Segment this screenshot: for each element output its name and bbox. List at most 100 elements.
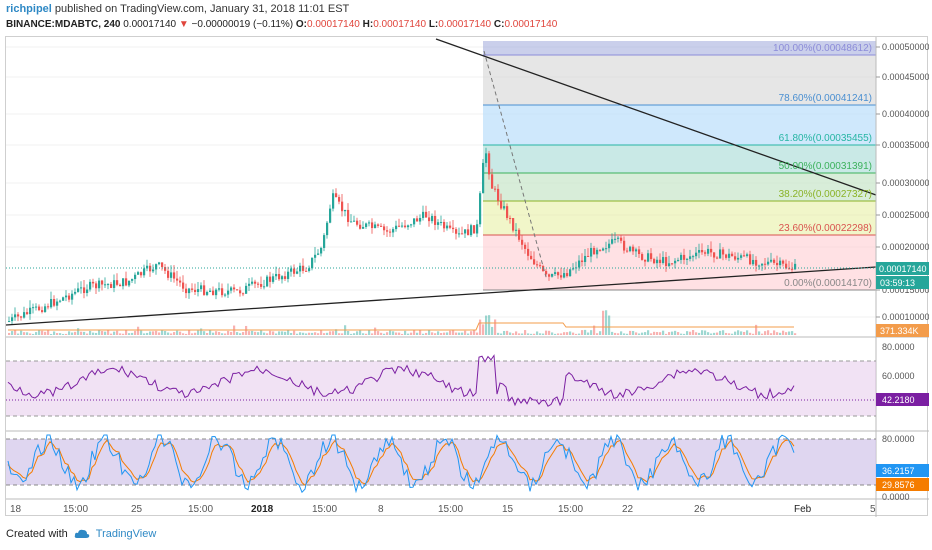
- volume-bar: [200, 328, 202, 335]
- volume-bar: [230, 332, 232, 335]
- support-trendline[interactable]: [6, 267, 876, 325]
- volume-bar: [56, 333, 58, 335]
- publisher-line: richpipel published on TradingView.com, …: [6, 3, 349, 15]
- volume-bar: [581, 330, 583, 335]
- volume-bar: [416, 333, 418, 335]
- volume-bar: [425, 333, 427, 335]
- candle-body: [452, 228, 454, 229]
- volume-bar: [95, 333, 97, 335]
- candle-body: [410, 224, 412, 225]
- volume-bar: [89, 331, 91, 335]
- volume-bar: [620, 331, 622, 335]
- time-axis[interactable]: 18 15:00 25 15:00 2018 15:00 8 15:00 15 15:00 22 26…: [10, 504, 876, 515]
- candle-body: [188, 289, 190, 294]
- volume-bar: [125, 330, 127, 335]
- price-tick-label: 0.00040000: [882, 109, 929, 119]
- candle-body: [464, 229, 466, 233]
- volume-bar: [545, 331, 547, 335]
- candle-body: [47, 306, 49, 307]
- volume-bar: [227, 331, 229, 335]
- volume-bar: [380, 333, 382, 335]
- candle-body: [179, 281, 181, 283]
- candle-body: [563, 273, 565, 277]
- volume-bar: [443, 333, 445, 335]
- candle-body: [752, 260, 754, 264]
- time-tick-label: 15:00: [188, 504, 213, 515]
- candle-body: [476, 224, 478, 233]
- candle-body: [293, 269, 295, 274]
- candle-body: [218, 288, 220, 289]
- volume-bar: [623, 333, 625, 335]
- chart-svg[interactable]: 0.00050000 0.00045000 0.00040000 0.00035000…: [6, 37, 929, 517]
- volume-bar: [635, 332, 637, 335]
- volume-bar: [446, 332, 448, 335]
- volume-bar: [683, 334, 685, 335]
- volume-bar: [461, 333, 463, 335]
- candle-body: [497, 189, 499, 201]
- candle-body: [83, 287, 85, 293]
- volume-bar: [668, 332, 670, 335]
- symbol-line: BINANCE:MDABTC, 240 0.00017140 ▼ −0.0000…: [6, 19, 557, 30]
- candle-body: [713, 252, 715, 257]
- price-change: −0.00000019 (−0.11%): [192, 19, 294, 30]
- volume-bar: [530, 334, 532, 335]
- volume-bar: [308, 333, 310, 335]
- candle-body: [425, 212, 427, 218]
- chart-area[interactable]: 0.00050000 0.00045000 0.00040000 0.00035000…: [5, 36, 928, 516]
- candle-body: [257, 284, 259, 285]
- candle-body: [512, 218, 514, 231]
- candle-body: [245, 286, 247, 294]
- candle-body: [194, 290, 196, 292]
- candle-body: [479, 193, 481, 224]
- candle-body: [473, 225, 475, 233]
- volume-bar: [140, 331, 142, 335]
- volume-bar: [554, 334, 556, 335]
- volume-bar: [617, 333, 619, 335]
- candle-body: [29, 308, 31, 314]
- volume-bar: [299, 332, 301, 335]
- candle-body: [401, 226, 403, 227]
- candle-body: [101, 281, 103, 285]
- volume-bar: [242, 332, 244, 335]
- volume-bar: [578, 334, 580, 335]
- volume-bar: [539, 333, 541, 335]
- volume-bar: [302, 333, 304, 335]
- symbol-label[interactable]: BINANCE:MDABTC, 240: [6, 19, 120, 30]
- volume-bar: [251, 331, 253, 335]
- volume-bar: [11, 331, 13, 335]
- publisher-username[interactable]: richpipel: [6, 3, 52, 15]
- volume-bar: [479, 320, 481, 335]
- tradingview-brand[interactable]: TradingView: [96, 528, 157, 540]
- volume-bar: [404, 331, 406, 335]
- candle-body: [149, 266, 151, 272]
- volume-bar: [533, 334, 535, 335]
- candle-body: [272, 276, 274, 282]
- volume-bar: [374, 328, 376, 335]
- candle-body: [26, 312, 28, 314]
- volume-bar: [176, 331, 178, 335]
- candle-body: [677, 260, 679, 261]
- candle-body: [554, 272, 556, 274]
- price-tick-label: 0.00050000: [882, 42, 929, 52]
- volume-bar: [272, 331, 274, 335]
- volume-bar: [632, 331, 634, 335]
- volume-bar: [599, 331, 601, 335]
- volume-bar: [749, 333, 751, 335]
- volume-bar: [728, 333, 730, 335]
- candle-body: [173, 272, 175, 278]
- candle-body: [434, 216, 436, 225]
- volume-bar: [275, 334, 277, 335]
- candle-body: [314, 255, 316, 258]
- current-price-tag-text: 0.00017140: [879, 264, 927, 274]
- rsi-tick-label: 60.0000: [882, 371, 915, 381]
- candle-body: [221, 288, 223, 295]
- candle-body: [605, 248, 607, 249]
- candle-body: [485, 153, 487, 163]
- volume-bar: [521, 334, 523, 335]
- stoch-d-tag-text: 29.8576: [882, 480, 915, 490]
- candle-body: [791, 269, 793, 270]
- candle-body: [557, 272, 559, 275]
- volume-bar: [740, 331, 742, 335]
- volume-bar: [284, 332, 286, 335]
- volume-bar: [428, 330, 430, 335]
